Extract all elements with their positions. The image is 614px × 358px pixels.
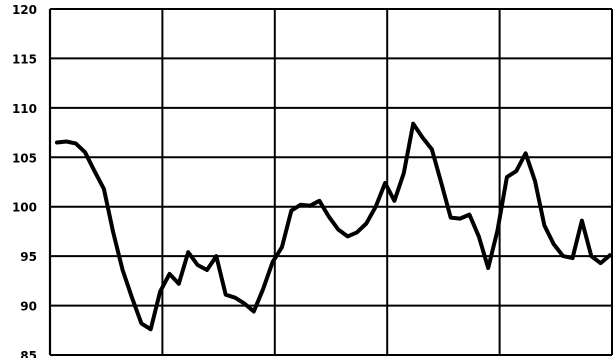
y-tick-label: 115	[12, 52, 37, 66]
series-layer	[55, 121, 612, 332]
series-line-0	[55, 121, 612, 332]
y-tick-label: 100	[12, 201, 37, 215]
grid	[48, 8, 613, 356]
y-tick-label: 110	[12, 102, 37, 116]
y-tick-label: 95	[20, 250, 37, 264]
y-tick-label: 105	[12, 151, 37, 165]
y-tick-label: 90	[20, 300, 37, 314]
y-axis-ticks: 85 90 95 100 105 110 115 120	[12, 3, 37, 358]
y-tick-label: 85	[20, 349, 37, 358]
y-tick-label: 120	[12, 3, 37, 17]
